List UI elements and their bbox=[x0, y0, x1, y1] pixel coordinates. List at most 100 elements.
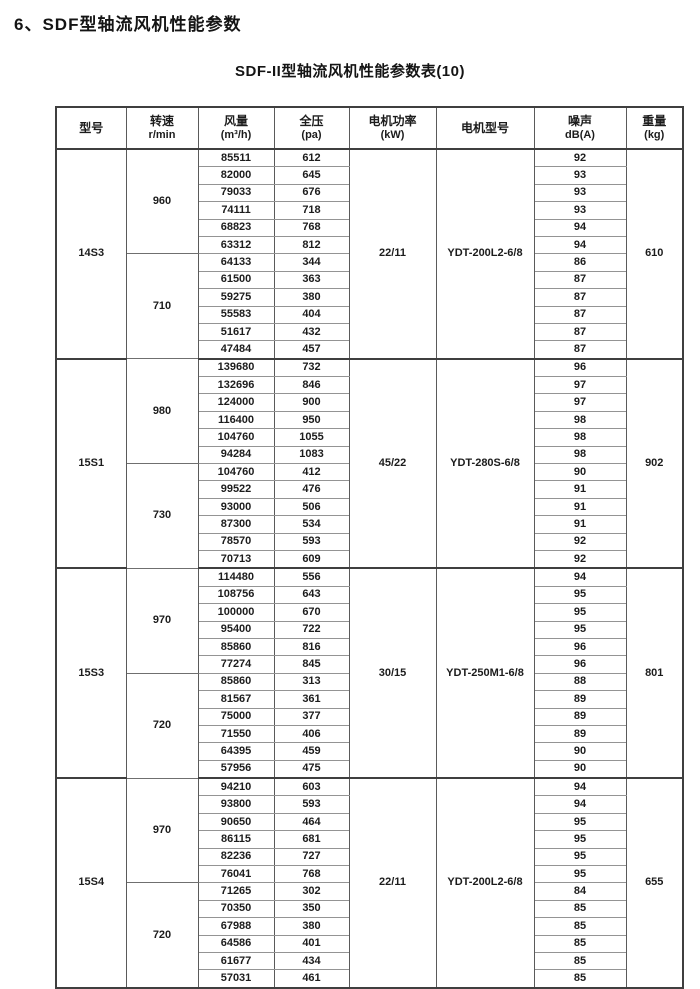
pressure-cell: 344 bbox=[273, 253, 350, 272]
pressure-cell: 676 bbox=[273, 184, 350, 203]
table-row: 82000 645 93 bbox=[56, 166, 683, 185]
header-airflow: 风量 (m³/h) bbox=[197, 107, 275, 150]
header-label: 全压 bbox=[299, 113, 324, 128]
table-row: 116400 950 98 bbox=[56, 411, 683, 430]
noise-cell: 95 bbox=[533, 603, 627, 622]
pressure-cell: 361 bbox=[273, 690, 350, 709]
noise-cell: 90 bbox=[533, 742, 627, 761]
header-label: 噪声 bbox=[567, 113, 592, 128]
airflow-cell: 139680 bbox=[197, 358, 275, 378]
noise-cell: 88 bbox=[533, 673, 627, 692]
pressure-cell: 476 bbox=[273, 480, 350, 499]
header-label: 重量 bbox=[642, 113, 667, 128]
noise-cell: 93 bbox=[533, 201, 627, 220]
table-row: 104760 1055 98 bbox=[56, 428, 683, 447]
pressure-cell: 380 bbox=[273, 288, 350, 307]
airflow-cell: 99522 bbox=[197, 480, 275, 499]
table-row: 132696 846 97 bbox=[56, 376, 683, 395]
airflow-cell: 79033 bbox=[197, 184, 275, 203]
airflow-cell: 71550 bbox=[197, 725, 275, 744]
weight-cell: 655 bbox=[625, 778, 684, 989]
table-row: 70350 350 85 bbox=[56, 900, 683, 919]
model-cell: 15S4 bbox=[55, 778, 127, 989]
pressure-cell: 459 bbox=[273, 742, 350, 761]
airflow-cell: 86115 bbox=[197, 830, 275, 849]
header-motor-power: 电机功率 (kW) bbox=[348, 107, 437, 150]
airflow-cell: 124000 bbox=[197, 393, 275, 412]
pressure-cell: 768 bbox=[273, 865, 350, 884]
table-row: 82236 727 95 bbox=[56, 848, 683, 867]
table-row: 68823 768 94 bbox=[56, 219, 683, 237]
noise-cell: 84 bbox=[533, 882, 627, 901]
airflow-cell: 51617 bbox=[197, 323, 275, 342]
header-label: 电机型号 bbox=[460, 120, 509, 135]
document-page: 6、SDF型轴流风机性能参数 SDF-II型轴流风机性能参数表(10) 型号 转… bbox=[0, 10, 700, 989]
pressure-cell: 718 bbox=[273, 201, 350, 220]
airflow-cell: 67988 bbox=[197, 917, 275, 936]
noise-cell: 85 bbox=[533, 917, 627, 936]
noise-cell: 90 bbox=[533, 463, 627, 482]
airflow-cell: 64133 bbox=[197, 253, 275, 272]
airflow-cell: 104760 bbox=[197, 463, 275, 482]
header-label: 风量 bbox=[223, 113, 248, 128]
pressure-cell: 681 bbox=[273, 830, 350, 849]
header-unit: r/min bbox=[148, 128, 176, 141]
weight-cell: 610 bbox=[625, 149, 684, 360]
speed-cell: 970 bbox=[125, 568, 199, 674]
pressure-cell: 612 bbox=[273, 149, 350, 168]
speed-cell: 970 bbox=[125, 778, 199, 884]
table-row: 93800 593 94 bbox=[56, 795, 683, 814]
pressure-cell: 727 bbox=[273, 848, 350, 867]
noise-cell: 96 bbox=[533, 638, 627, 657]
noise-cell: 91 bbox=[533, 498, 627, 517]
noise-cell: 95 bbox=[533, 621, 627, 639]
airflow-cell: 61677 bbox=[197, 952, 275, 971]
airflow-cell: 132696 bbox=[197, 376, 275, 395]
pressure-cell: 593 bbox=[273, 795, 350, 814]
airflow-cell: 116400 bbox=[197, 411, 275, 430]
pressure-cell: 302 bbox=[273, 882, 350, 901]
table-row: 81567 361 89 bbox=[56, 690, 683, 709]
noise-cell: 98 bbox=[533, 428, 627, 447]
table-row: 51617 432 87 bbox=[56, 323, 683, 342]
noise-cell: 85 bbox=[533, 969, 627, 989]
header-pressure: 全压 (pa) bbox=[273, 107, 350, 150]
airflow-cell: 94284 bbox=[197, 446, 275, 465]
airflow-cell: 95400 bbox=[197, 621, 275, 639]
noise-cell: 98 bbox=[533, 411, 627, 430]
table-row: 99522 476 91 bbox=[56, 480, 683, 499]
pressure-cell: 313 bbox=[273, 673, 350, 692]
table-row: 14S3 960 85511 612 22/11 YDT-200L2-6/8 92 610 bbox=[55, 149, 684, 360]
airflow-cell: 64586 bbox=[197, 935, 275, 953]
noise-cell: 97 bbox=[533, 376, 627, 395]
pressure-cell: 457 bbox=[273, 340, 350, 360]
model-cell: 14S3 bbox=[55, 149, 127, 360]
header-unit: (m³/h) bbox=[220, 128, 252, 141]
noise-cell: 97 bbox=[533, 393, 627, 412]
header-label: 电机功率 bbox=[368, 113, 417, 128]
pressure-cell: 609 bbox=[273, 550, 350, 570]
motor-model-cell: YDT-280S-6/8 bbox=[435, 358, 535, 570]
speed-cell: 720 bbox=[125, 673, 199, 779]
pressure-cell: 464 bbox=[273, 813, 350, 832]
weight-cell: 902 bbox=[625, 358, 684, 570]
table-row: 720 85860 313 88 bbox=[56, 673, 683, 779]
noise-cell: 95 bbox=[533, 865, 627, 884]
speed-cell: 710 bbox=[125, 253, 199, 360]
table-title: SDF-II型轴流风机性能参数表(10) bbox=[234, 63, 465, 80]
pressure-cell: 670 bbox=[273, 603, 350, 622]
airflow-cell: 87300 bbox=[197, 515, 275, 534]
page-title: 6、SDF型轴流风机性能参数 bbox=[14, 15, 242, 34]
noise-cell: 90 bbox=[533, 760, 627, 780]
noise-cell: 89 bbox=[533, 690, 627, 709]
header-label: 型号 bbox=[79, 120, 104, 135]
noise-cell: 94 bbox=[533, 568, 627, 587]
pressure-cell: 1083 bbox=[273, 446, 350, 465]
airflow-cell: 93000 bbox=[197, 498, 275, 517]
speed-cell: 730 bbox=[125, 463, 199, 569]
table-row: 47484 457 87 bbox=[56, 340, 683, 360]
header-unit: dB(A) bbox=[565, 128, 595, 141]
motor-power-cell: 45/22 bbox=[348, 358, 437, 570]
pressure-cell: 645 bbox=[273, 166, 350, 185]
table-row: 86115 681 95 bbox=[56, 830, 683, 849]
